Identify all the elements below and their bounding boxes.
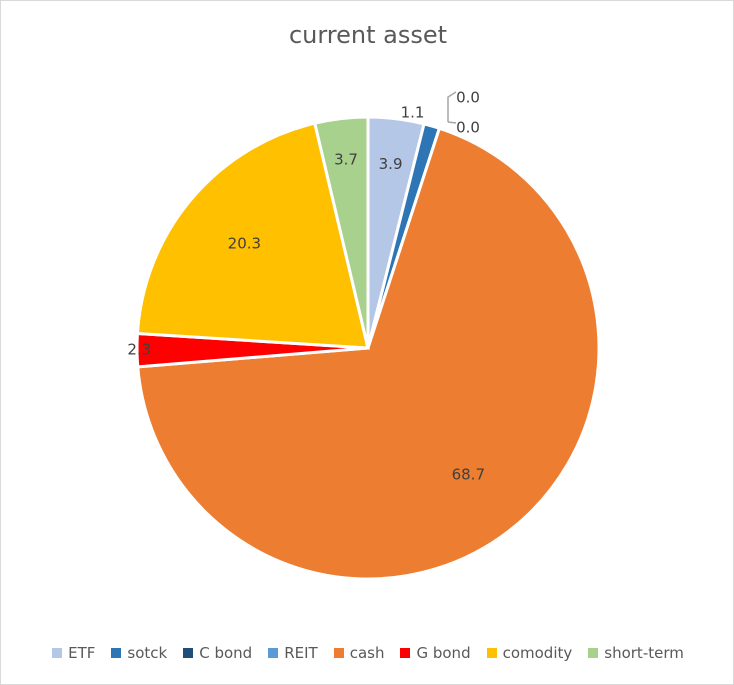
legend-swatch-cash bbox=[333, 648, 344, 658]
leader-line-1 bbox=[447, 91, 457, 122]
legend-item-comodity: comodity bbox=[486, 644, 573, 662]
legend-item-reit: REIT bbox=[268, 644, 318, 662]
data-label-etf: 3.9 bbox=[379, 155, 403, 173]
chart-title: current asset bbox=[288, 21, 448, 49]
data-label-cash: 68.7 bbox=[452, 465, 485, 483]
data-label-comodity: 20.3 bbox=[228, 234, 261, 252]
data-label-g-bond: 2.3 bbox=[127, 341, 151, 359]
legend-item-cash: cash bbox=[333, 644, 385, 662]
legend-swatch-short-term bbox=[588, 648, 599, 658]
legend-label-short-term: short-term bbox=[604, 644, 684, 662]
legend-label-sotck: sotck bbox=[127, 644, 168, 662]
legend-label-reit: REIT bbox=[284, 644, 318, 662]
legend-label-etf: ETF bbox=[68, 644, 96, 662]
legend-swatch-sotck bbox=[111, 648, 122, 658]
legend-swatch-g-bond bbox=[400, 648, 411, 658]
chart-legend: ETF sotck C bond REIT cash G bond comodity shor… bbox=[1, 644, 734, 662]
legend-label-cash: cash bbox=[349, 644, 385, 662]
pie-slice-short-term bbox=[312, 115, 370, 349]
legend-item-c-bond: C bond bbox=[183, 644, 252, 662]
legend-swatch-comodity bbox=[486, 648, 497, 658]
leader-line-2 bbox=[447, 121, 457, 124]
legend-item-g-bond: G bond bbox=[400, 644, 471, 662]
legend-swatch-etf bbox=[52, 648, 63, 658]
pie-slice-comodity bbox=[135, 121, 370, 350]
legend-label-g-bond: G bond bbox=[416, 644, 471, 662]
legend-item-short-term: short-term bbox=[588, 644, 684, 662]
legend-item-sotck: sotck bbox=[111, 644, 167, 662]
pie-slice-cash bbox=[136, 126, 601, 581]
legend-label-c-bond: C bond bbox=[199, 644, 253, 662]
data-label-c-bond: 0.0 bbox=[456, 89, 480, 107]
data-label-sotck: 1.1 bbox=[401, 104, 425, 122]
legend-label-comodity: comodity bbox=[502, 644, 573, 662]
legend-item-etf: ETF bbox=[52, 644, 95, 662]
data-label-reit: 0.0 bbox=[456, 119, 480, 137]
legend-swatch-reit bbox=[268, 648, 279, 658]
data-label-short-term: 3.7 bbox=[334, 150, 358, 168]
pie-chart: 3.9 1.1 0.0 0.0 68.7 2.3 20.3 3.7 bbox=[127, 89, 601, 581]
legend-swatch-c-bond bbox=[183, 648, 194, 658]
